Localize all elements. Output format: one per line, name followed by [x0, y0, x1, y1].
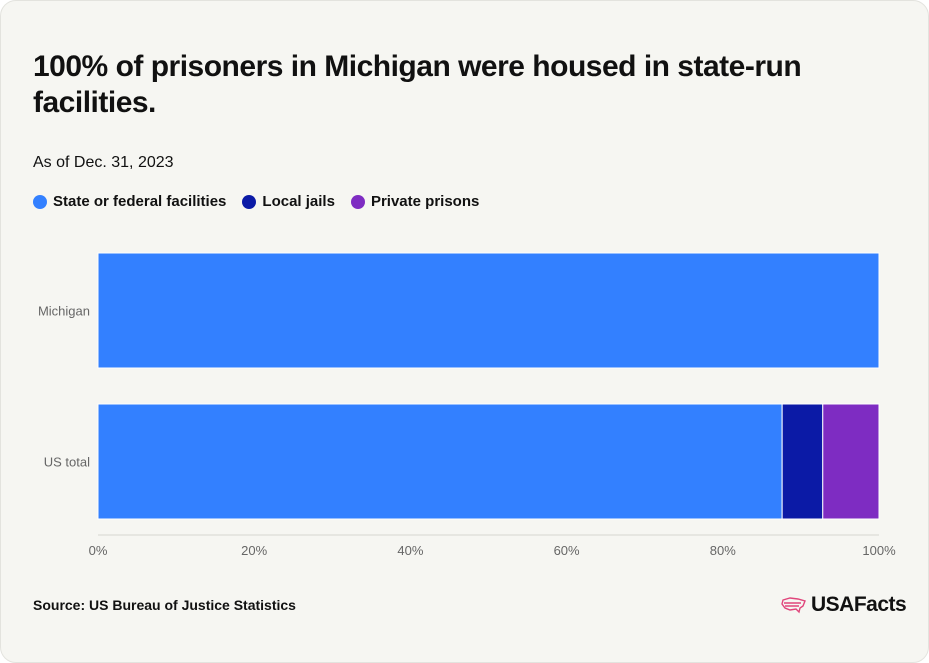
legend-swatch-state-federal [33, 194, 47, 209]
legend-item-state-federal: State or federal facilities [33, 193, 226, 210]
legend-label-private-prisons: Private prisons [370, 193, 480, 210]
x-tick-label: 60% [554, 543, 580, 558]
legend: State or federal facilities Local jails … [33, 193, 479, 210]
legend-label-local-jails: Local jails [262, 193, 335, 210]
bar-segment [781, 403, 824, 520]
x-tick-label: 0% [89, 543, 108, 558]
brand-name: USAFacts [811, 593, 907, 616]
legend-item-private-prisons: Private prisons [350, 193, 480, 210]
category-label: Michigan [38, 304, 90, 319]
legend-swatch-local-jails [242, 194, 257, 209]
legend-item-local-jails: Local jails [242, 193, 335, 210]
bar-segment [822, 403, 880, 520]
chart-subtitle: As of Dec. 31, 2023 [33, 154, 174, 171]
bar-segment [97, 252, 880, 369]
x-tick-label: 100% [862, 543, 896, 558]
us-flag-map-icon [781, 597, 806, 614]
x-tick-label: 20% [241, 543, 267, 558]
bar-segment [97, 403, 783, 520]
stacked-bar-chart: Michigan US total 0% 20% 40% 60% 80% 100% [38, 252, 896, 558]
legend-swatch-private-prisons [350, 194, 365, 209]
legend-label-state-federal: State or federal facilities [53, 193, 227, 210]
chart-title: 100% of prisoners in Michigan were house… [33, 50, 802, 119]
category-label: US total [44, 455, 90, 470]
x-tick-label: 80% [710, 543, 736, 558]
x-tick-label: 40% [397, 543, 423, 558]
source-note: Source: US Bureau of Justice Statistics [33, 597, 296, 613]
usafacts-logo: USAFacts [781, 593, 907, 617]
